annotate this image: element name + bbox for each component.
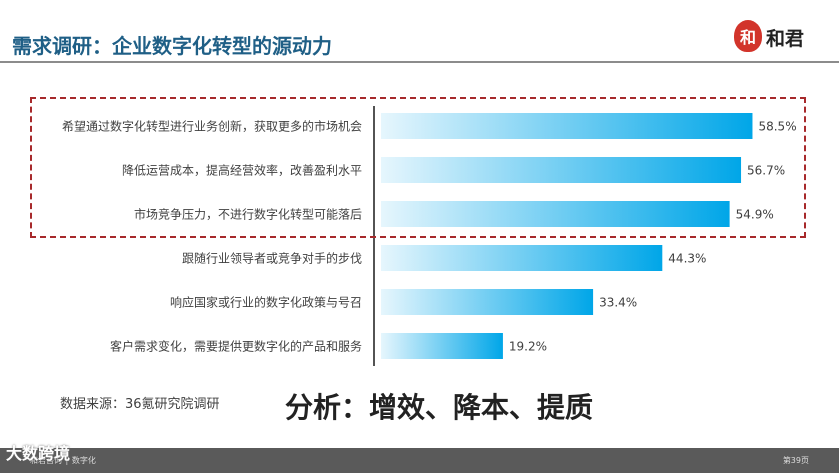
data-source: 数据来源：36氪研究院调研 bbox=[60, 397, 220, 412]
value-label: 44.3% bbox=[668, 252, 706, 266]
footer-bar: 和君咨询 │ 数字化 第39页 bbox=[0, 448, 839, 473]
value-label: 33.4% bbox=[599, 296, 637, 310]
page-number: 第39页 bbox=[782, 456, 809, 465]
bar bbox=[381, 289, 594, 315]
category-label: 响应国家或行业的数字化政策与号召 bbox=[170, 295, 362, 310]
value-label: 56.7% bbox=[747, 164, 785, 178]
bar bbox=[381, 245, 663, 271]
value-label: 19.2% bbox=[509, 340, 547, 354]
bar bbox=[381, 333, 503, 359]
logo-seal-icon: 和 bbox=[734, 20, 762, 52]
category-label: 希望通过数字化转型进行业务创新，获取更多的市场机会 bbox=[62, 119, 362, 134]
bar-chart: 希望通过数字化转型进行业务创新，获取更多的市场机会 58.5% 降低运营成本，提高经… bbox=[62, 106, 797, 366]
category-label: 跟随行业领导者或竞争对手的步伐 bbox=[182, 251, 362, 266]
watermark: 大数跨境 bbox=[6, 444, 71, 463]
value-label: 58.5% bbox=[758, 120, 796, 134]
bar bbox=[381, 113, 753, 139]
title-divider bbox=[0, 61, 839, 63]
category-label: 降低运营成本，提高经营效率，改善盈利水平 bbox=[122, 163, 362, 178]
logo-text: 和君 bbox=[766, 28, 805, 50]
bar bbox=[381, 157, 742, 183]
highlight-box bbox=[30, 97, 806, 238]
page-title: 需求调研：企业数字化转型的源动力 bbox=[12, 34, 332, 58]
value-label: 54.9% bbox=[736, 208, 774, 222]
category-label: 客户需求变化，需要提供更数字化的产品和服务 bbox=[110, 339, 362, 354]
footer-left-text: 和君咨询 │ 数字化 bbox=[30, 456, 96, 465]
analysis-text: 分析：增效、降本、提质 bbox=[285, 391, 594, 424]
bar bbox=[381, 201, 730, 227]
category-label: 市场竞争压力，不进行数字化转型可能落后 bbox=[134, 207, 362, 222]
